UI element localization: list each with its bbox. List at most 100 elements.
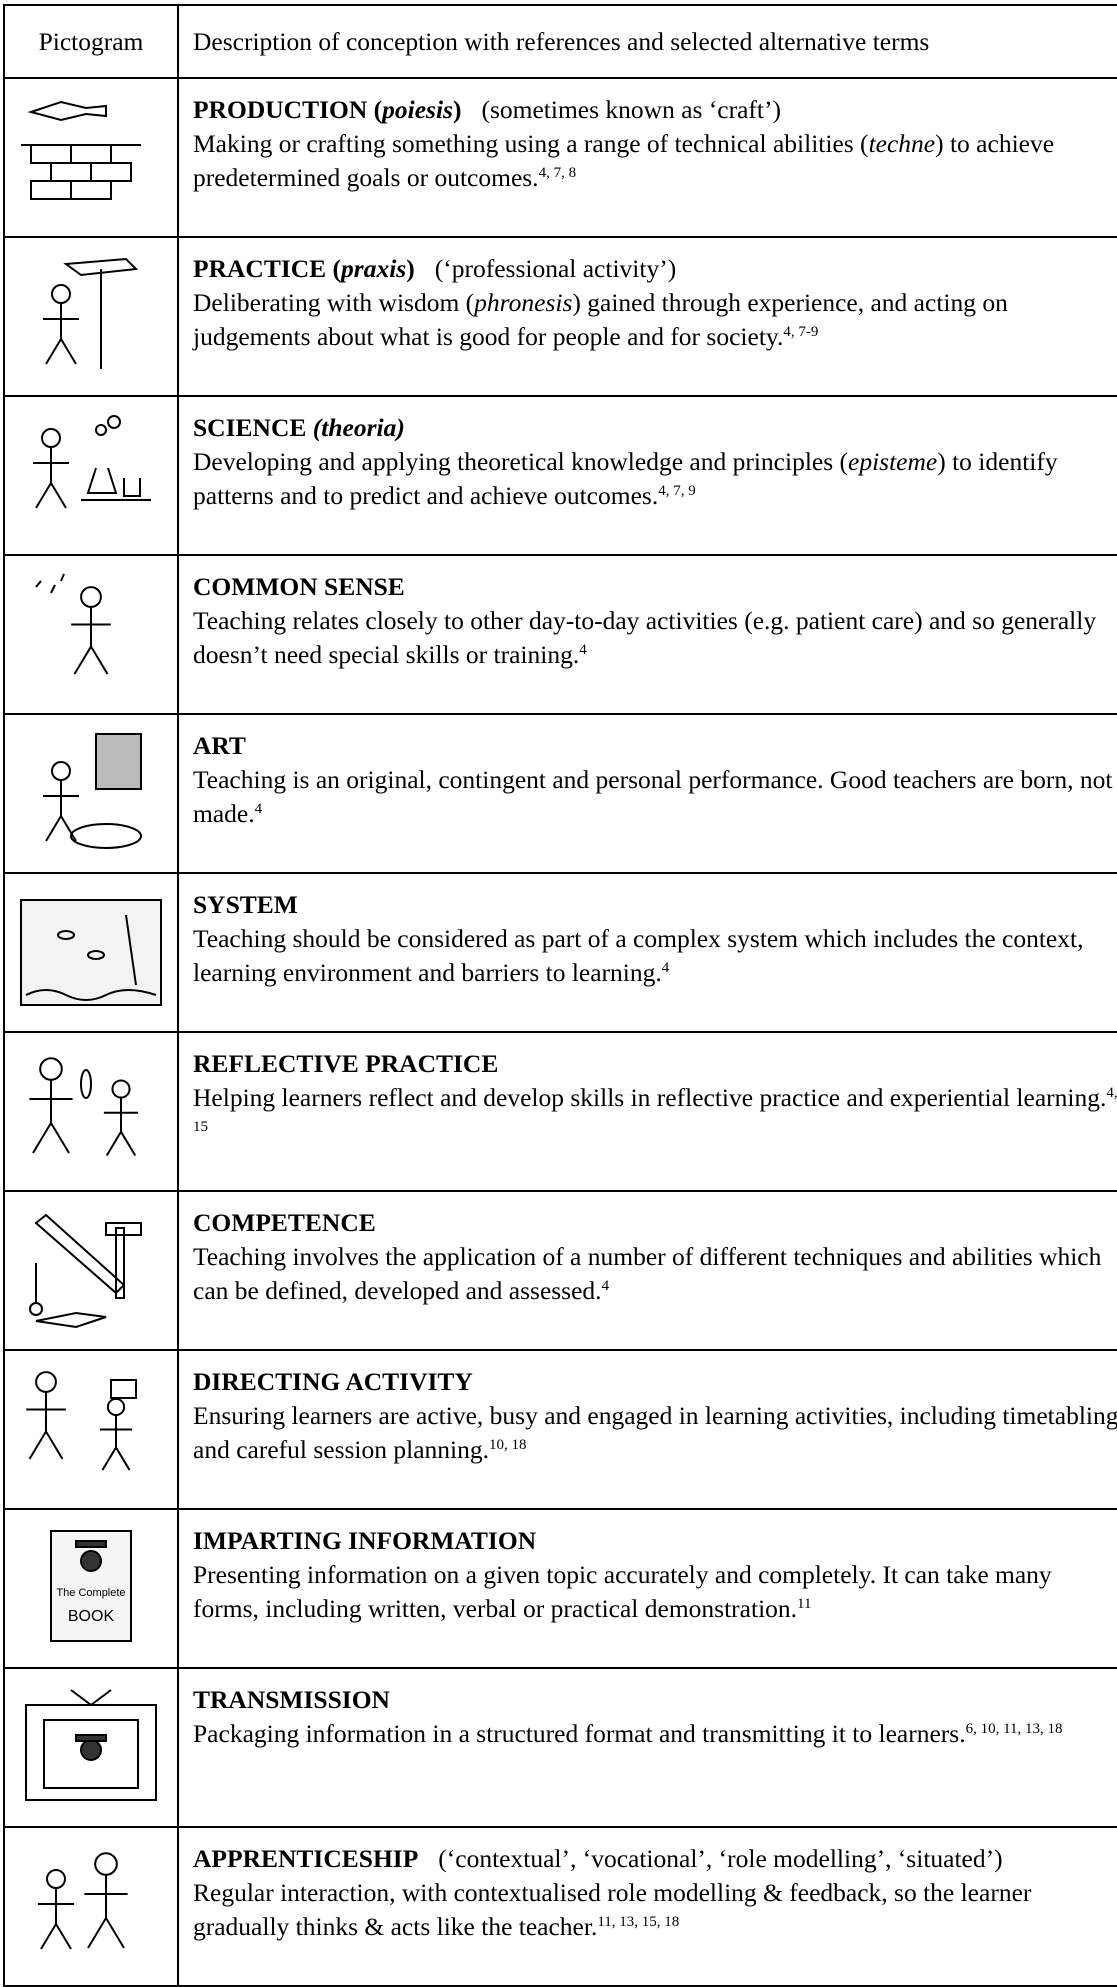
title-part: PRODUCTION ( (193, 95, 383, 124)
description: Teaching involves the application of a n… (193, 1240, 1117, 1308)
title-part: ART (193, 731, 246, 760)
title-part: (theoria) (312, 413, 405, 442)
title: PRODUCTION (poiesis) (193, 95, 461, 124)
description-part: Deliberating with wisdom ( (193, 288, 475, 317)
row: TRANSMISSION Packaging information in a s… (3, 1667, 1117, 1828)
references: 11, 13, 15, 18 (597, 1914, 680, 1930)
description-part: phronesis (474, 288, 573, 317)
references: 10, 18 (489, 1437, 527, 1453)
description-cell: COMMON SENSE Teaching relates closely to … (177, 554, 1117, 715)
references: 6, 10, 11, 13, 18 (965, 1721, 1063, 1737)
references: 4 (579, 642, 587, 658)
description: Teaching is an original, contingent and … (193, 763, 1117, 831)
references: 4 (661, 960, 670, 976)
title-part: COMPETENCE (193, 1208, 376, 1237)
header-cell: Pictogram (3, 4, 179, 79)
title: DIRECTING ACTIVITY (193, 1367, 473, 1396)
references: 4 (254, 801, 263, 817)
title-part: SYSTEM (193, 890, 298, 919)
pictogram-cell (3, 554, 179, 715)
title-line: COMPETENCE (193, 1206, 1117, 1240)
table-body: Pictogram Description of conception with… (3, 4, 1117, 1987)
description-cell: PRODUCTION (poiesis) (sometimes known as … (177, 77, 1117, 238)
pictogram-cell (3, 1190, 179, 1351)
title-line: PRODUCTION (poiesis) (sometimes known as … (193, 93, 1117, 127)
title: COMPETENCE (193, 1208, 376, 1237)
pictogram-cell (3, 1031, 179, 1192)
title-line: ART (193, 729, 1117, 763)
description-part: Developing and applying theoretical know… (193, 447, 849, 476)
title-part: praxis (341, 254, 407, 283)
row: PRACTICE (praxis) (‘professional activity… (3, 236, 1117, 397)
description-cell: ART Teaching is an original, contingent a… (177, 713, 1117, 874)
alternative-terms: (sometimes known as ‘craft’) (481, 95, 781, 124)
description: Presenting information on a given topic … (193, 1558, 1117, 1626)
pictogram (25, 1689, 157, 1801)
title: COMMON SENSE (193, 572, 405, 601)
title-line: DIRECTING ACTIVITY (193, 1365, 1117, 1399)
pictogram-cell (3, 1349, 179, 1510)
references: 4, 15 (193, 1085, 1117, 1135)
description-part: Teaching is an original, contingent and … (193, 765, 1113, 828)
title-line: PRACTICE (praxis) (‘professional activity… (193, 252, 1117, 286)
description-part: techne (868, 129, 936, 158)
pictogram-cell: The Complete BOOK (3, 1508, 179, 1669)
title-part: PRACTICE ( (193, 254, 342, 283)
description-part: Teaching involves the application of a n… (193, 1242, 1102, 1305)
title-line: IMPARTING INFORMATION (193, 1524, 1117, 1558)
title-part: APPRENTICESHIP (193, 1844, 419, 1873)
row: COMPETENCE Teaching involves the applicat… (3, 1190, 1117, 1351)
title-part: IMPARTING INFORMATION (193, 1526, 537, 1555)
description: Deliberating with wisdom (phronesis) gai… (193, 286, 1117, 354)
pictogram-cell (3, 1667, 179, 1828)
references: 4, 7-9 (783, 324, 819, 340)
description: Teaching relates closely to other day-to… (193, 604, 1117, 672)
description-part: ) to identify patterns and to predict an… (193, 447, 1058, 510)
description: Teaching should be considered as part of… (193, 922, 1117, 990)
title: SCIENCE (theoria) (193, 413, 405, 442)
row: PRODUCTION (poiesis) (sometimes known as … (3, 77, 1117, 238)
pictogram-text: BOOK (68, 1608, 115, 1625)
title: APPRENTICESHIP (193, 1844, 418, 1873)
pictogram (21, 100, 141, 200)
pictogram (35, 573, 111, 675)
description-part: Helping learners reflect and develop ski… (193, 1083, 1107, 1112)
title: REFLECTIVE PRACTICE (193, 1049, 498, 1078)
row: The Complete BOOK IMPARTING INFORMATION Pre… (3, 1508, 1117, 1669)
title-line: APPRENTICESHIP (‘contextual’, ‘vocational… (193, 1842, 1117, 1876)
pictogram: The Complete BOOK (50, 1530, 132, 1642)
title: TRANSMISSION (193, 1685, 390, 1714)
title: IMPARTING INFORMATION (193, 1526, 536, 1555)
pictogram (29, 1057, 139, 1157)
pictogram (29, 1213, 142, 1329)
description-part: ) gained through experience, and acting … (193, 288, 1008, 351)
description-cell: PRACTICE (praxis) (‘professional activity… (177, 236, 1117, 397)
references: 4, 7, 9 (658, 483, 696, 499)
description-part: Teaching should be considered as part of… (193, 924, 1084, 987)
description-cell: APPRENTICESHIP (‘contextual’, ‘vocational… (177, 1826, 1117, 1987)
row: ART Teaching is an original, contingent a… (3, 713, 1117, 874)
description-cell: SYSTEM Teaching should be considered as p… (177, 872, 1117, 1033)
references: 11 (797, 1596, 812, 1612)
description-part: Packaging information in a structured fo… (193, 1719, 966, 1748)
pictogram (43, 733, 142, 849)
title-line: REFLECTIVE PRACTICE (193, 1047, 1117, 1081)
title-line: SCIENCE (theoria) (193, 411, 1117, 445)
description: Developing and applying theoretical know… (193, 445, 1117, 513)
pictogram-cell (3, 872, 179, 1033)
pictogram-cell (3, 713, 179, 874)
description-cell: REFLECTIVE PRACTICE Helping learners refl… (177, 1031, 1117, 1192)
pictogram (26, 1371, 137, 1471)
page: Pictogram Description of conception with… (3, 4, 1117, 1987)
description-cell: TRANSMISSION Packaging information in a s… (177, 1667, 1117, 1828)
pictogram (33, 415, 151, 509)
title-part: DIRECTING ACTIVITY (193, 1367, 473, 1396)
pictogram (38, 1852, 128, 1950)
pictogram (43, 257, 139, 369)
pictogram-cell (3, 1826, 179, 1987)
pictogram-cell (3, 395, 179, 556)
title-part: TRANSMISSION (193, 1685, 390, 1714)
description-cell: IMPARTING INFORMATION Presenting informat… (177, 1508, 1117, 1669)
description: Ensuring learners are active, busy and e… (193, 1399, 1117, 1467)
description-part: Making or crafting something using a ran… (193, 129, 869, 158)
